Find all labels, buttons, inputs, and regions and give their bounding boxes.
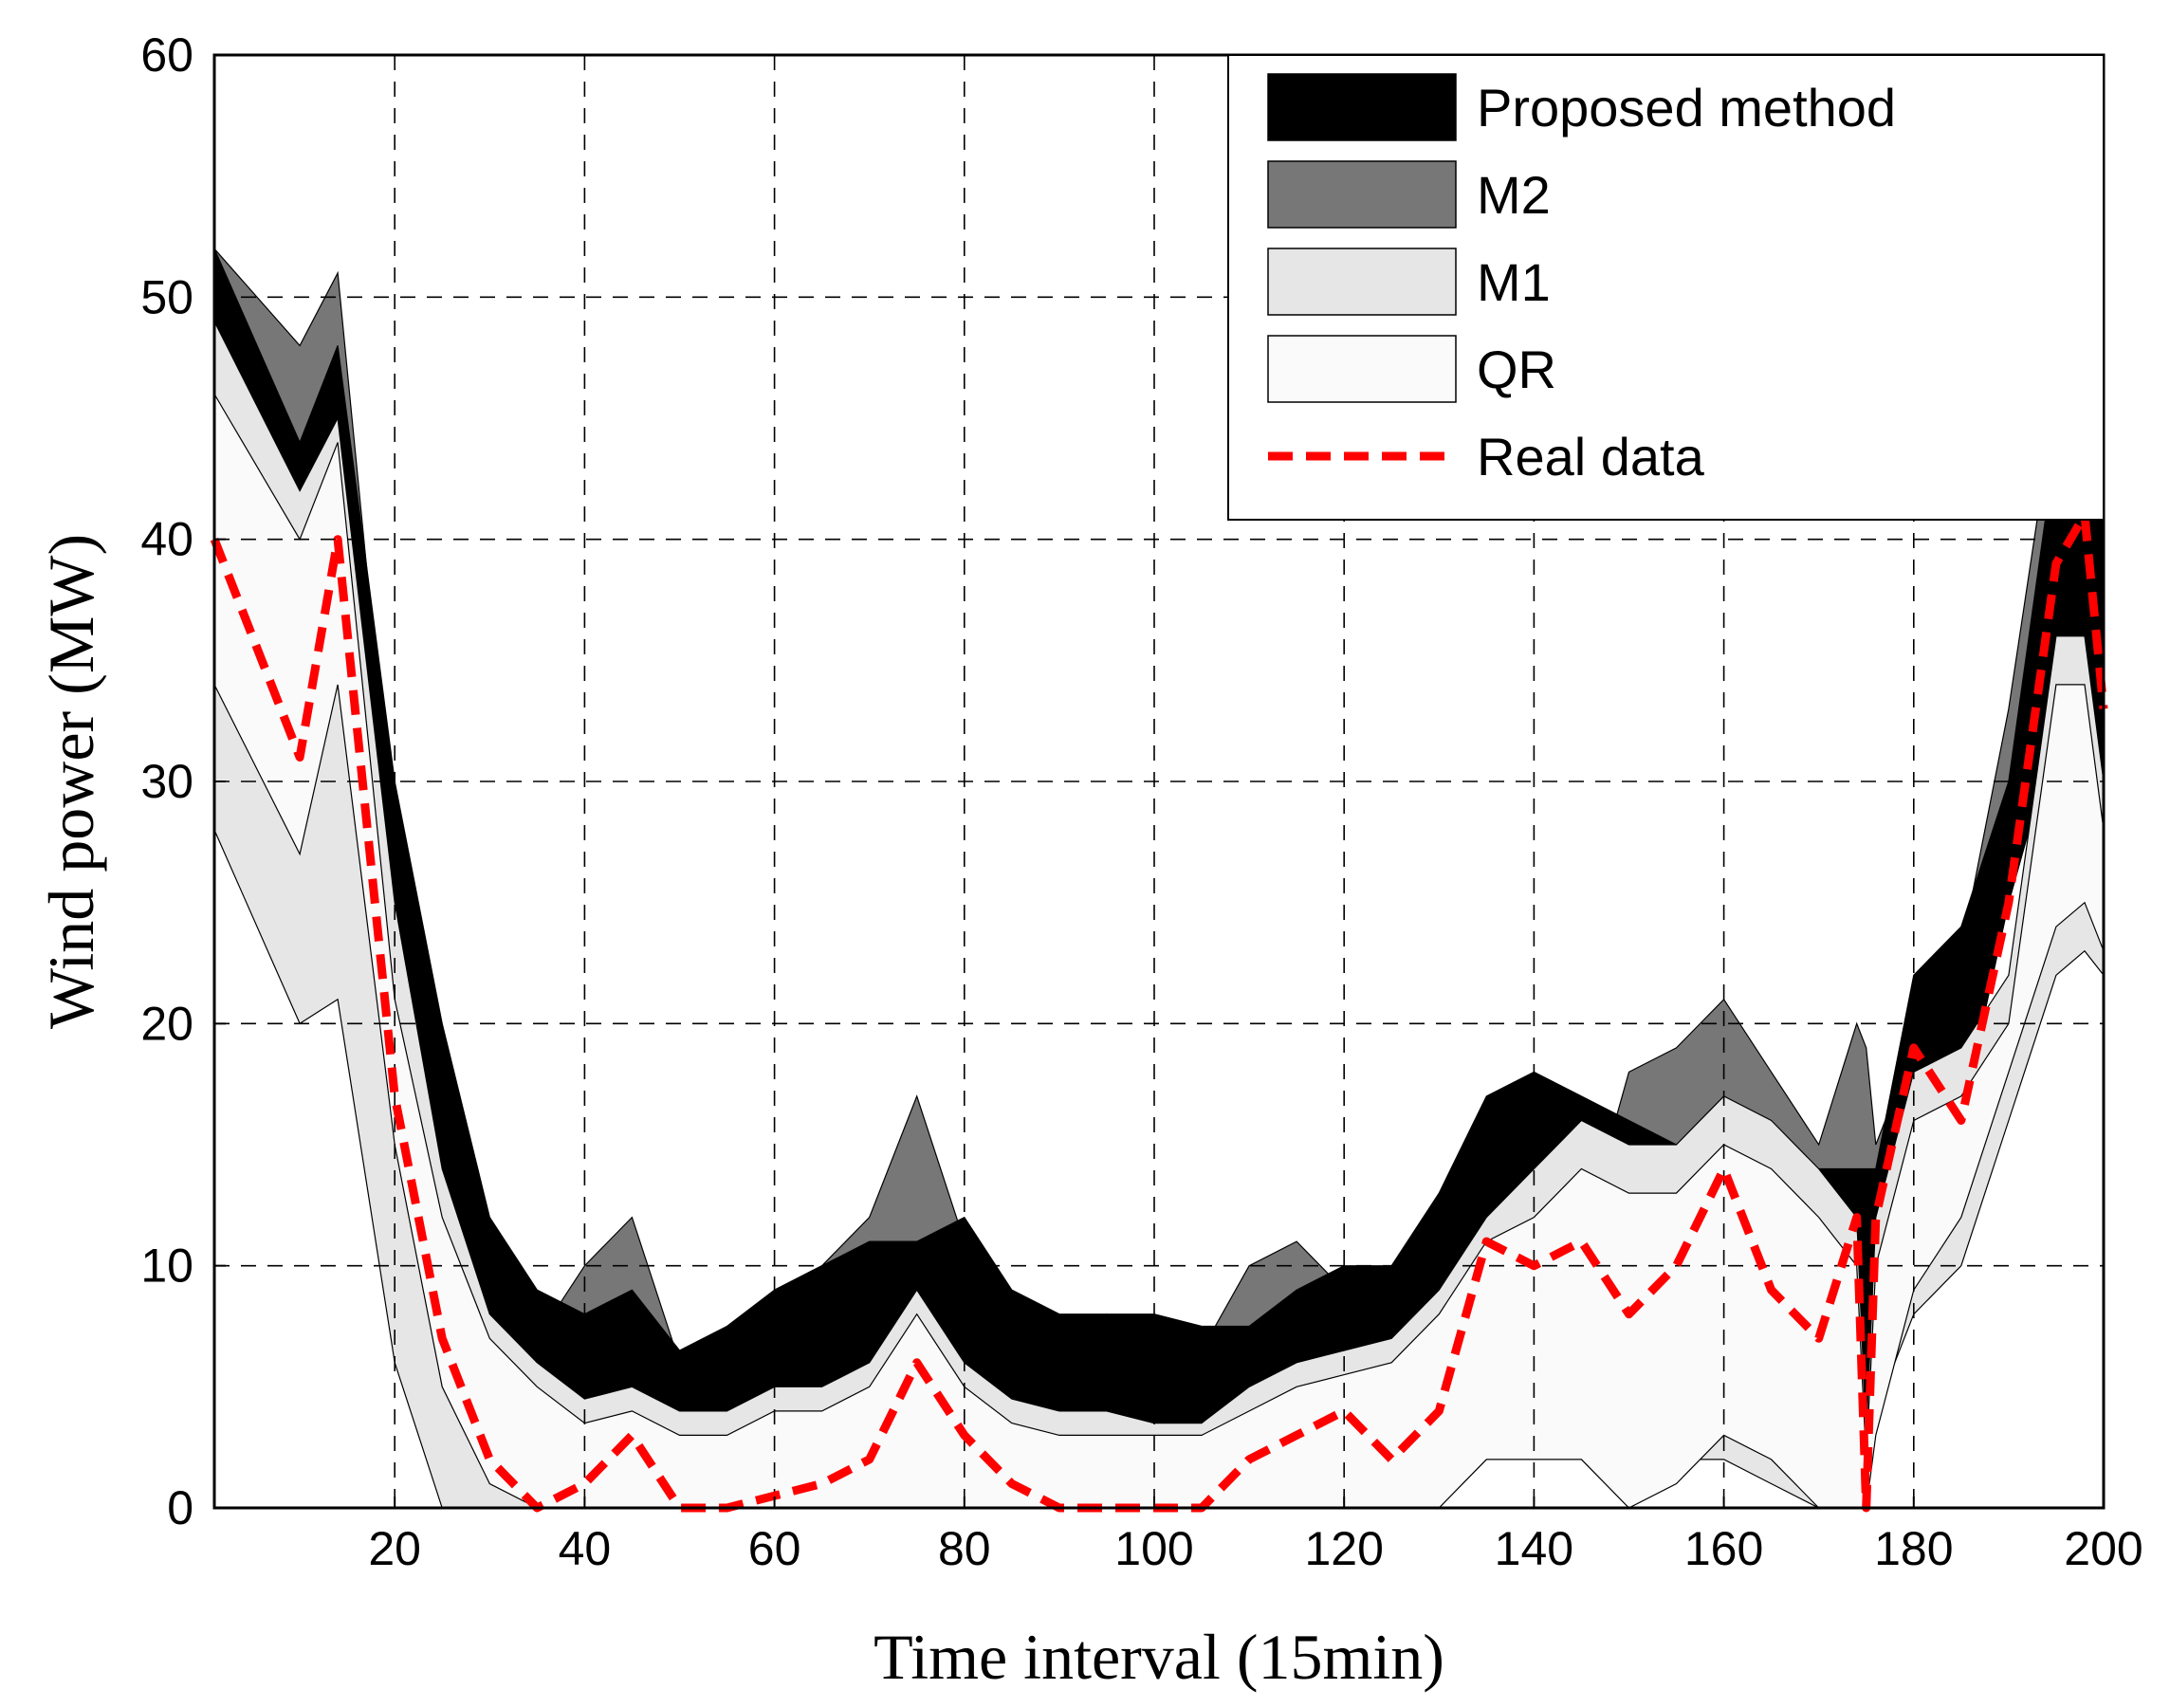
legend-swatch-m2: [1268, 161, 1456, 228]
x-tick-label: 40: [559, 1522, 612, 1575]
x-tick-label: 200: [2064, 1522, 2142, 1575]
legend-swatch-qr: [1268, 336, 1456, 402]
legend: Proposed method M2 M1 QR Real data: [1228, 55, 2104, 520]
legend-label-qr: QR: [1477, 340, 1556, 399]
x-axis-title: Time interval (15min): [874, 1621, 1444, 1693]
x-tick-label: 60: [748, 1522, 801, 1575]
legend-swatch-m1: [1268, 248, 1456, 315]
y-tick-label: 40: [140, 513, 193, 566]
x-tick-label: 20: [368, 1522, 421, 1575]
x-tick-label: 120: [1304, 1522, 1383, 1575]
y-tick-label: 20: [140, 997, 193, 1050]
y-tick-label: 30: [140, 755, 193, 808]
y-axis-title: Wind power (MW): [35, 534, 107, 1029]
legend-label-real-data: Real data: [1477, 427, 1705, 487]
x-tick-label: 160: [1684, 1522, 1763, 1575]
legend-label-proposed-method: Proposed method: [1477, 78, 1896, 138]
x-tick-label: 100: [1114, 1522, 1193, 1575]
legend-label-m1: M1: [1477, 252, 1551, 312]
legend-label-m2: M2: [1477, 165, 1551, 225]
x-tick-label: 140: [1495, 1522, 1573, 1575]
y-tick-label: 50: [140, 270, 193, 323]
y-tick-label: 10: [140, 1240, 193, 1293]
y-tick-label: 0: [167, 1481, 193, 1534]
x-tick-label: 180: [1874, 1522, 1953, 1575]
legend-swatch-proposed-method: [1268, 74, 1456, 140]
x-tick-label: 80: [938, 1522, 991, 1575]
y-tick-label: 60: [140, 28, 193, 82]
chart-canvas: 20 40 60 80 100 120 140 160 180 200 0 10 20 30 40 50 60…: [0, 0, 2170, 1708]
